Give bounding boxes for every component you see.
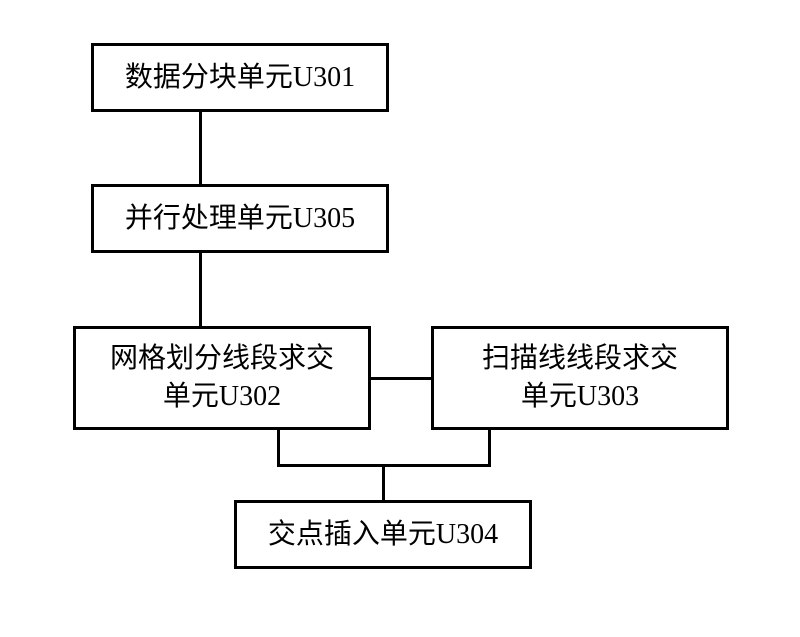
node-u305-label: 并行处理单元U305: [125, 200, 355, 238]
edge-u305-u302: [199, 253, 202, 326]
node-u301-label: 数据分块单元U301: [125, 59, 355, 97]
node-u303: 扫描线线段求交单元U303: [431, 326, 729, 430]
node-u304-label: 交点插入单元U304: [268, 516, 498, 554]
node-u302: 网格划分线段求交单元U302: [73, 326, 371, 430]
edge-u302-down: [277, 430, 280, 467]
edge-u301-u305: [199, 112, 202, 184]
edge-u303-down: [488, 430, 491, 467]
node-u301: 数据分块单元U301: [91, 43, 389, 112]
edge-join-u304: [382, 464, 385, 500]
node-u303-label: 扫描线线段求交单元U303: [482, 340, 678, 416]
edge-u302-u303: [371, 377, 431, 380]
node-u305: 并行处理单元U305: [91, 184, 389, 253]
node-u304: 交点插入单元U304: [234, 500, 532, 569]
node-u302-label: 网格划分线段求交单元U302: [110, 340, 334, 416]
diagram-canvas: 数据分块单元U301 并行处理单元U305 网格划分线段求交单元U302 扫描线…: [0, 0, 800, 637]
